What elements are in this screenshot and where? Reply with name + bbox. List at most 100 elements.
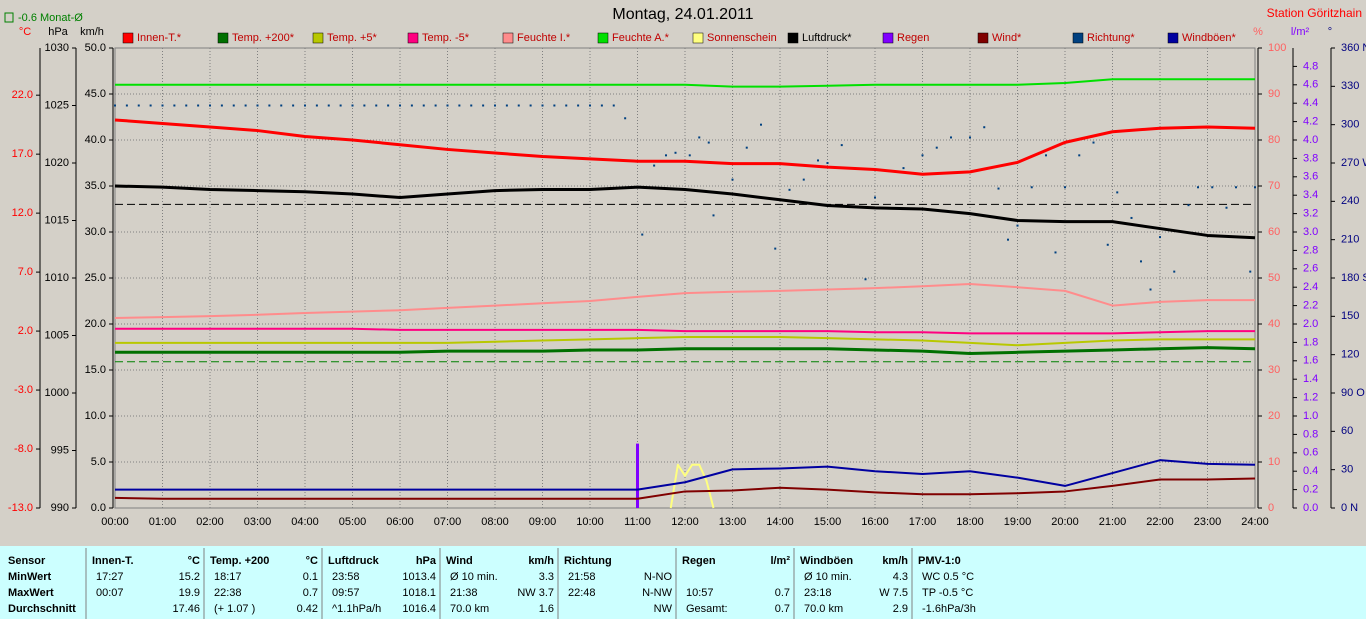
legend-label: Wind* bbox=[992, 32, 1022, 44]
cell-label: Ø 10 min. bbox=[450, 571, 498, 583]
direction-point bbox=[589, 104, 591, 107]
direction-point bbox=[315, 104, 318, 107]
y-tick-label: 80 bbox=[1268, 134, 1280, 146]
axis-unit: km/h bbox=[80, 26, 104, 38]
cell-value: 1.6 bbox=[539, 603, 554, 615]
direction-point bbox=[363, 104, 366, 107]
legend-label: Sonnenschein bbox=[707, 32, 777, 44]
y-tick-label: 25.0 bbox=[85, 272, 106, 284]
direction-point bbox=[209, 104, 211, 107]
x-tick-label: 13:00 bbox=[719, 516, 747, 528]
direction-point bbox=[1130, 216, 1133, 219]
column-title: Windböen bbox=[800, 555, 853, 567]
y-tick-label: 35.0 bbox=[85, 180, 106, 192]
row-label: MinWert bbox=[8, 571, 52, 583]
y-tick-label: 50 bbox=[1268, 272, 1280, 284]
cell-value: 19.9 bbox=[179, 587, 200, 599]
y-tick-label: 20.0 bbox=[85, 318, 106, 330]
direction-point bbox=[1149, 288, 1152, 291]
y-tick-label: 100 bbox=[1268, 42, 1286, 54]
y-tick-label: 0.0 bbox=[1303, 502, 1318, 514]
y-tick-label: 2.0 bbox=[1303, 318, 1318, 330]
series-line bbox=[114, 184, 1256, 240]
y-tick-label: 150 bbox=[1341, 310, 1359, 322]
direction-point bbox=[125, 104, 128, 107]
y-tick-label: 1030 bbox=[45, 42, 69, 54]
y-tick-label: 30.0 bbox=[85, 226, 106, 238]
direction-point bbox=[674, 151, 677, 154]
direction-point bbox=[707, 141, 710, 144]
column-title: Regen bbox=[682, 555, 716, 567]
y-tick-label: 270 W bbox=[1341, 157, 1366, 169]
direction-point bbox=[1007, 238, 1009, 241]
direction-point bbox=[529, 104, 532, 107]
column-title: Wind bbox=[446, 555, 473, 567]
y-tick-label: 10.0 bbox=[85, 410, 106, 422]
direction-point bbox=[1106, 243, 1109, 246]
direction-point bbox=[902, 167, 905, 170]
x-tick-label: 22:00 bbox=[1146, 516, 1174, 528]
cell-value: 15.2 bbox=[179, 571, 200, 583]
stats-panel bbox=[0, 546, 1366, 619]
station-name: Station Göritzhain bbox=[1267, 6, 1362, 20]
cell-label: 21:38 bbox=[450, 587, 478, 599]
column-unit: hPa bbox=[416, 555, 437, 567]
y-tick-label: 4.6 bbox=[1303, 79, 1318, 91]
direction-point bbox=[1211, 186, 1214, 189]
cell-label: 22:48 bbox=[568, 587, 596, 599]
y-tick-label: 10 bbox=[1268, 456, 1280, 468]
direction-point bbox=[1249, 270, 1252, 273]
legend-label: Windböen* bbox=[1182, 32, 1237, 44]
direction-point bbox=[351, 104, 354, 107]
direction-point bbox=[161, 104, 164, 107]
cell-label: 18:17 bbox=[214, 571, 242, 583]
cell-label: 70.0 km bbox=[804, 603, 843, 615]
cell-value: 0.1 bbox=[303, 571, 318, 583]
y-tick-label: 5.0 bbox=[91, 456, 106, 468]
x-tick-label: 04:00 bbox=[291, 516, 319, 528]
direction-point bbox=[802, 178, 805, 181]
direction-point bbox=[624, 117, 627, 120]
cell-label: Ø 10 min. bbox=[804, 571, 852, 583]
direction-point bbox=[1064, 186, 1066, 189]
column-title: Richtung bbox=[564, 555, 612, 567]
cell-value: N-NO bbox=[644, 571, 673, 583]
direction-point bbox=[422, 104, 425, 107]
y-tick-label: 1.0 bbox=[1303, 410, 1318, 422]
y-tick-label: 2.8 bbox=[1303, 244, 1318, 256]
cell-value: 17.46 bbox=[172, 603, 200, 615]
direction-point bbox=[774, 247, 777, 250]
y-tick-label: 360 N bbox=[1341, 42, 1366, 54]
y-tick-label: 2.2 bbox=[1303, 300, 1318, 312]
direction-point bbox=[541, 104, 544, 107]
direction-point bbox=[470, 104, 473, 107]
direction-point bbox=[874, 196, 876, 199]
direction-point bbox=[826, 162, 829, 164]
direction-point bbox=[997, 187, 1000, 190]
cell-label: 17:27 bbox=[96, 571, 124, 583]
column-title: Innen-T. bbox=[92, 555, 134, 567]
direction-point bbox=[114, 104, 116, 107]
direction-point bbox=[292, 104, 295, 107]
direction-point bbox=[788, 188, 791, 191]
legend-swatch bbox=[1072, 32, 1084, 44]
direction-point bbox=[565, 104, 568, 107]
axis-unit: hPa bbox=[48, 26, 68, 38]
y-tick-label: 0.2 bbox=[1303, 484, 1318, 496]
legend-label: Innen-T.* bbox=[137, 32, 182, 44]
y-tick-label: 15.0 bbox=[85, 364, 106, 376]
cell-value: 4.3 bbox=[893, 571, 908, 583]
cell-value: 2.9 bbox=[893, 603, 908, 615]
y-tick-label: 240 bbox=[1341, 195, 1359, 207]
direction-point bbox=[698, 136, 701, 139]
axis-unit: l/m² bbox=[1291, 26, 1310, 38]
x-tick-label: 11:00 bbox=[624, 516, 651, 528]
legend-swatch bbox=[787, 32, 799, 44]
cell-value: 0.7 bbox=[775, 587, 790, 599]
cell-value: 0.7 bbox=[775, 603, 790, 615]
direction-point bbox=[434, 104, 437, 107]
legend-swatch bbox=[692, 32, 704, 44]
direction-point bbox=[1030, 186, 1033, 189]
y-tick-label: 1000 bbox=[45, 387, 69, 399]
direction-point bbox=[399, 104, 401, 107]
